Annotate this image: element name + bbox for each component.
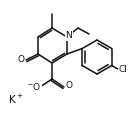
Text: O: O — [65, 82, 72, 91]
Text: N: N — [66, 31, 72, 40]
Text: $\mathregular{^{-}}$O: $\mathregular{^{-}}$O — [27, 80, 41, 91]
Text: Cl: Cl — [118, 64, 127, 73]
Text: O: O — [18, 55, 24, 64]
Text: K$^+$: K$^+$ — [8, 92, 24, 106]
